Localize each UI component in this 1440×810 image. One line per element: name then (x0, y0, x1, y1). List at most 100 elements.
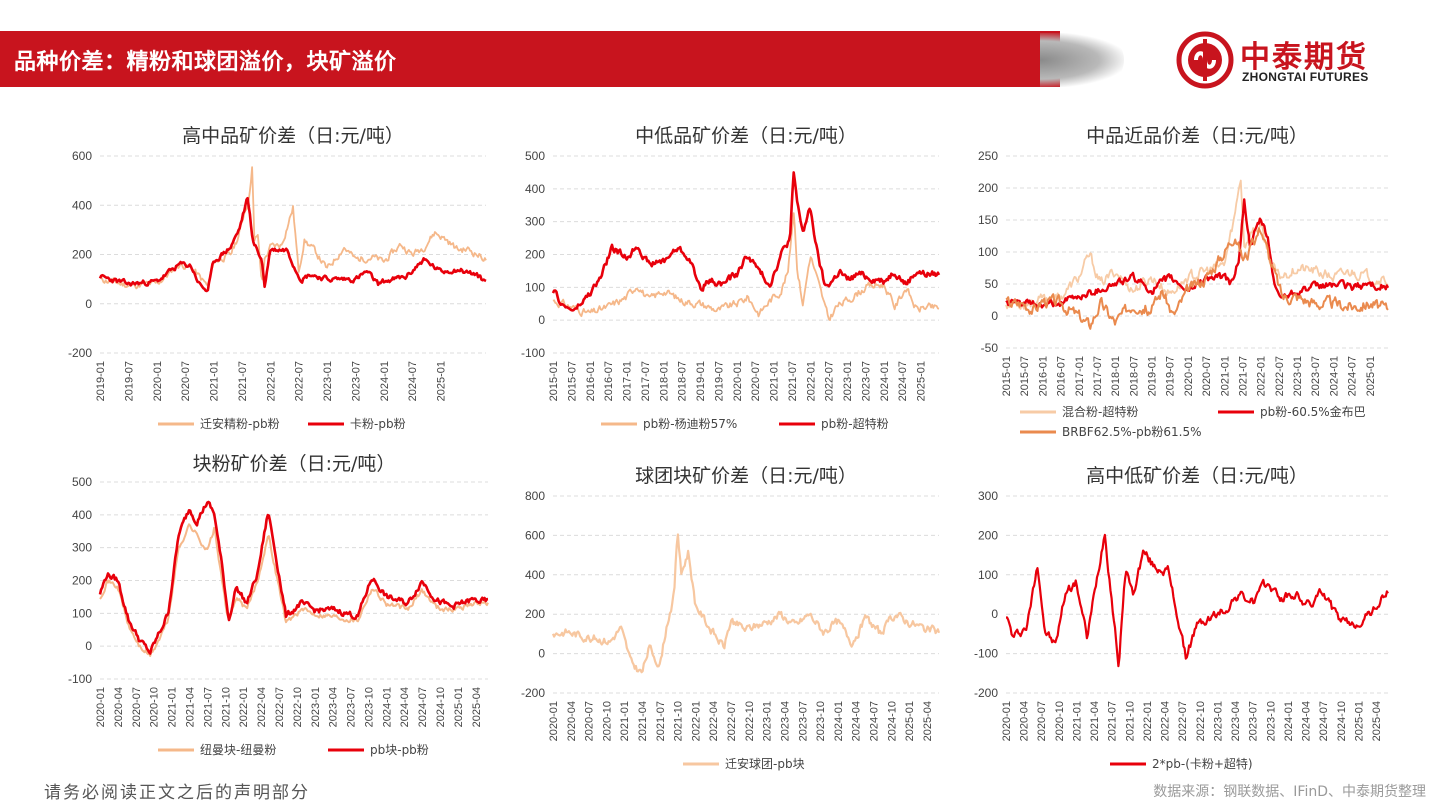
data-source-text: 数据来源：钢联数据、IFinD、中泰期货整理 (1153, 784, 1426, 800)
x-tick-label: 2022-04 (1160, 701, 1172, 741)
x-tick-label: 2020-07 (1036, 701, 1048, 741)
x-tick-label: 2016-07 (603, 361, 615, 401)
y-tick-label: -100 (521, 346, 545, 360)
x-tick-label: 2021-10 (1124, 701, 1136, 741)
x-tick-label: 2020-04 (566, 701, 578, 741)
logo-chinese-name: 中泰期货 (1240, 40, 1368, 75)
x-tick-label: 2023-07 (350, 361, 362, 401)
x-tick-label: 2022-07 (824, 361, 836, 401)
x-tick-label: 2024-04 (399, 687, 411, 727)
x-tick-label: 2024-01 (879, 361, 891, 401)
x-tick-label: 2020-04 (113, 687, 125, 727)
x-tick-label: 2023-07 (1248, 701, 1260, 741)
series-line (1005, 227, 1389, 330)
x-tick-label: 2024-07 (1347, 356, 1359, 396)
y-tick-label: 0 (991, 607, 998, 621)
x-tick-label: 2021-07 (237, 361, 249, 401)
y-tick-label: 100 (978, 245, 998, 259)
chart-mid-near-grade: 中品近品价差（日:元/吨） -50 0 50 100 150 200 250 2015-01 20… (960, 112, 1420, 442)
x-tick-label: 2020-01 (152, 361, 164, 401)
x-tick-label: 2024-07 (897, 361, 909, 401)
x-tick-label: 2022-07 (274, 687, 286, 727)
logo-english-name: ZHONGTAI FUTURES (1242, 70, 1369, 84)
x-tick-label: 2020-10 (149, 687, 161, 727)
x-tick-label: 2021-07 (202, 687, 214, 727)
x-tick-label: 2023-01 (762, 701, 774, 741)
x-tick-label: 2022-01 (265, 361, 277, 401)
y-tick-label: 400 (525, 568, 545, 582)
x-tick-label: 2017-07 (640, 361, 652, 401)
x-tick-label: 2024-01 (1283, 701, 1295, 741)
x-tick-label: 2020-10 (601, 701, 613, 741)
chart-svg: 块粉矿价差（日:元/吨） -100 0 100 200 300 400 500 2020-01 2… (68, 453, 489, 757)
x-tick-label: 2022-01 (690, 701, 702, 741)
x-tick-label: 2020-07 (1201, 356, 1213, 396)
x-tick-label: 2019-07 (123, 361, 135, 401)
x-tick-label: 2025-04 (922, 701, 934, 741)
x-tick-label: 2023-07 (1310, 356, 1322, 396)
x-tick-label: 2016-01 (585, 361, 597, 401)
x-tick-label: 2025-01 (904, 701, 916, 741)
x-tick-label: 2022-10 (744, 701, 756, 741)
x-tick-label: 2020-04 (1019, 701, 1031, 741)
x-tick-label: 2019-01 (95, 361, 107, 401)
y-tick-label: 200 (978, 528, 998, 542)
x-tick-label: 2025-01 (453, 687, 465, 727)
y-tick-label: 0 (538, 313, 545, 327)
legend-label: 迁安精粉-pb粉 (200, 416, 280, 431)
x-tick-label: 2023-01 (322, 361, 334, 401)
x-tick-label: 2023-01 (310, 687, 322, 727)
chart-svg: 高中低矿价差（日:元/吨） -200 -100 0 100 200 300 2020-01 20… (974, 465, 1389, 771)
y-tick-label: 50 (985, 277, 999, 291)
x-tick-label: 2018-01 (1110, 356, 1122, 396)
x-tick-label: 2023-07 (797, 701, 809, 741)
x-tick-label: 2023-01 (1212, 701, 1224, 741)
x-tick-label: 2023-04 (779, 701, 791, 741)
y-tick-label: 100 (72, 606, 92, 620)
x-tick-label: 2022-01 (1256, 356, 1268, 396)
x-tick-label: 2017-07 (1092, 356, 1104, 396)
chart-svg: 高中品矿价差（日:元/吨） -200 0 200 400 600 2019-01 2019-0… (68, 125, 487, 431)
x-tick-label: 2024-10 (435, 687, 447, 727)
title-bar (0, 31, 1060, 87)
y-tick-label: 300 (72, 541, 92, 555)
x-tick-label: 2025-04 (471, 687, 483, 727)
chart-lump-fines: 块粉矿价差（日:元/吨） -100 0 100 200 300 400 500 2020-01 2… (50, 440, 500, 772)
disclaimer-text: 请务必阅读正文之后的声明部分 (44, 783, 310, 803)
legend-label: 迁安球团-pb块 (725, 756, 805, 771)
x-tick-label: 2023-07 (860, 361, 872, 401)
y-tick-label: 600 (525, 528, 545, 542)
x-tick-label: 2016-07 (1056, 356, 1068, 396)
x-tick-label: 2020-07 (750, 361, 762, 401)
legend-label: 2*pb-(卡粉+超特) (1152, 756, 1253, 771)
x-tick-label: 2025-01 (1365, 356, 1377, 396)
legend-label: 卡粉-pb粉 (350, 417, 406, 431)
x-tick-label: 2023-10 (363, 687, 375, 727)
y-tick-label: 0 (538, 647, 545, 661)
x-tick-label: 2024-01 (1328, 356, 1340, 396)
x-tick-label: 2015-01 (548, 361, 560, 401)
x-tick-label: 2023-10 (815, 701, 827, 741)
x-tick-label: 2023-04 (1230, 701, 1242, 741)
chart-svg: 中品近品价差（日:元/吨） -50 0 50 100 150 200 250 2015-01 20… (978, 125, 1390, 439)
x-tick-label: 2021-07 (1107, 701, 1119, 741)
y-tick-label: -200 (68, 346, 92, 360)
y-tick-label: 0 (991, 309, 998, 323)
legend-label: pb粉-杨迪粉57% (643, 416, 737, 431)
x-tick-label: 2023-04 (328, 687, 340, 727)
y-tick-label: 400 (525, 182, 545, 196)
legend-label: 纽曼块-纽曼粉 (200, 743, 276, 757)
series-line (98, 500, 489, 655)
x-tick-label: 2022-10 (292, 687, 304, 727)
page-title: 品种价差：精粉和球团溢价，块矿溢价 (14, 50, 397, 75)
series-line (552, 212, 940, 321)
y-tick-label: 500 (525, 149, 545, 163)
y-tick-label: 200 (72, 574, 92, 588)
x-tick-label: 2021-04 (184, 687, 196, 727)
x-tick-label: 2020-07 (584, 701, 596, 741)
x-tick-label: 2020-07 (131, 687, 143, 727)
y-tick-label: 200 (525, 607, 545, 621)
x-tick-label: 2015-07 (1019, 356, 1031, 396)
y-tick-label: 200 (525, 248, 545, 262)
series-line (99, 166, 487, 290)
